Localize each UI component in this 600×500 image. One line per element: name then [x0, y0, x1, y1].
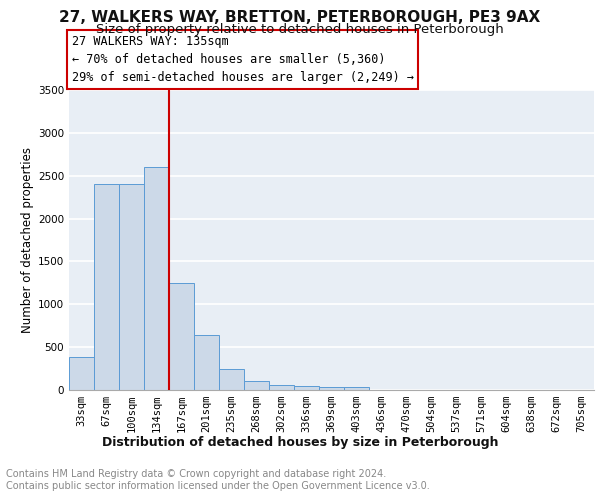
Bar: [169, 283, 194, 390]
Text: Contains HM Land Registry data © Crown copyright and database right 2024.: Contains HM Land Registry data © Crown c…: [6, 469, 386, 479]
Bar: [194, 335, 219, 390]
Bar: [344, 388, 369, 390]
Bar: [219, 368, 244, 390]
Bar: [144, 167, 169, 390]
Text: Distribution of detached houses by size in Peterborough: Distribution of detached houses by size …: [102, 436, 498, 449]
Bar: [69, 356, 94, 390]
Y-axis label: Number of detached properties: Number of detached properties: [21, 147, 34, 333]
Bar: [319, 388, 344, 390]
Text: 27 WALKERS WAY: 135sqm
← 70% of detached houses are smaller (5,360)
29% of semi-: 27 WALKERS WAY: 135sqm ← 70% of detached…: [71, 35, 413, 84]
Bar: [94, 184, 119, 390]
Bar: [294, 386, 319, 390]
Text: Contains public sector information licensed under the Open Government Licence v3: Contains public sector information licen…: [6, 481, 430, 491]
Bar: [269, 385, 294, 390]
Text: Size of property relative to detached houses in Peterborough: Size of property relative to detached ho…: [96, 22, 504, 36]
Bar: [244, 381, 269, 390]
Text: 27, WALKERS WAY, BRETTON, PETERBOROUGH, PE3 9AX: 27, WALKERS WAY, BRETTON, PETERBOROUGH, …: [59, 10, 541, 25]
Bar: [119, 184, 144, 390]
